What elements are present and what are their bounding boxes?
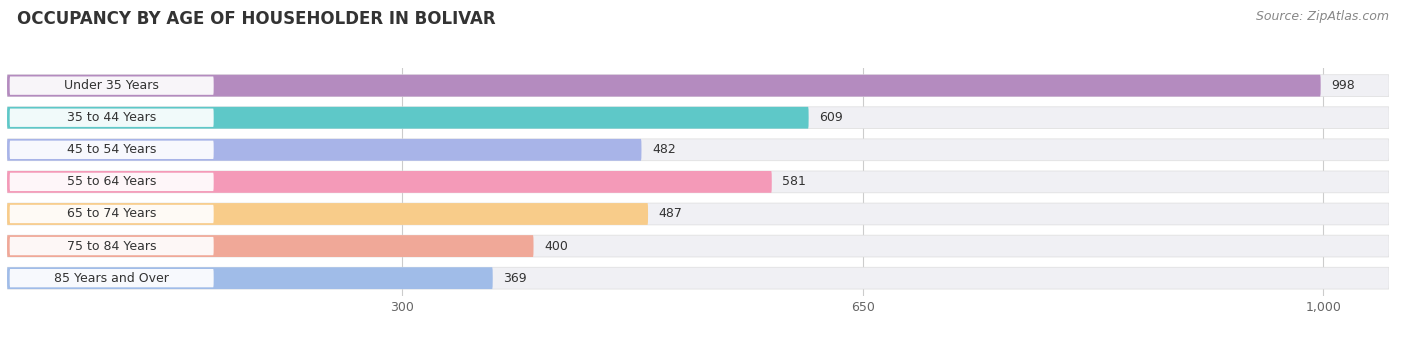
Text: 487: 487 (658, 207, 682, 220)
FancyBboxPatch shape (7, 235, 1389, 257)
FancyBboxPatch shape (7, 203, 648, 225)
FancyBboxPatch shape (10, 173, 214, 191)
FancyBboxPatch shape (7, 75, 1389, 97)
FancyBboxPatch shape (10, 141, 214, 159)
Text: 609: 609 (820, 111, 844, 124)
Text: 65 to 74 Years: 65 to 74 Years (67, 207, 156, 220)
Text: 400: 400 (544, 240, 568, 253)
Text: OCCUPANCY BY AGE OF HOUSEHOLDER IN BOLIVAR: OCCUPANCY BY AGE OF HOUSEHOLDER IN BOLIV… (17, 10, 495, 28)
FancyBboxPatch shape (10, 205, 214, 223)
Text: 35 to 44 Years: 35 to 44 Years (67, 111, 156, 124)
FancyBboxPatch shape (7, 107, 808, 129)
FancyBboxPatch shape (7, 235, 533, 257)
Text: 45 to 54 Years: 45 to 54 Years (67, 143, 156, 156)
Text: 998: 998 (1331, 79, 1355, 92)
FancyBboxPatch shape (7, 139, 641, 161)
Text: Source: ZipAtlas.com: Source: ZipAtlas.com (1256, 10, 1389, 23)
Text: 482: 482 (652, 143, 676, 156)
Text: 55 to 64 Years: 55 to 64 Years (67, 175, 156, 188)
FancyBboxPatch shape (10, 108, 214, 127)
FancyBboxPatch shape (7, 107, 1389, 129)
FancyBboxPatch shape (10, 269, 214, 287)
Text: 581: 581 (782, 175, 806, 188)
FancyBboxPatch shape (7, 171, 772, 193)
Text: 85 Years and Over: 85 Years and Over (55, 272, 169, 285)
Text: 75 to 84 Years: 75 to 84 Years (67, 240, 156, 253)
Text: Under 35 Years: Under 35 Years (65, 79, 159, 92)
FancyBboxPatch shape (7, 267, 492, 289)
FancyBboxPatch shape (10, 237, 214, 255)
FancyBboxPatch shape (10, 76, 214, 95)
FancyBboxPatch shape (7, 203, 1389, 225)
Text: 369: 369 (503, 272, 527, 285)
FancyBboxPatch shape (7, 267, 1389, 289)
FancyBboxPatch shape (7, 171, 1389, 193)
FancyBboxPatch shape (7, 75, 1320, 97)
FancyBboxPatch shape (7, 139, 1389, 161)
